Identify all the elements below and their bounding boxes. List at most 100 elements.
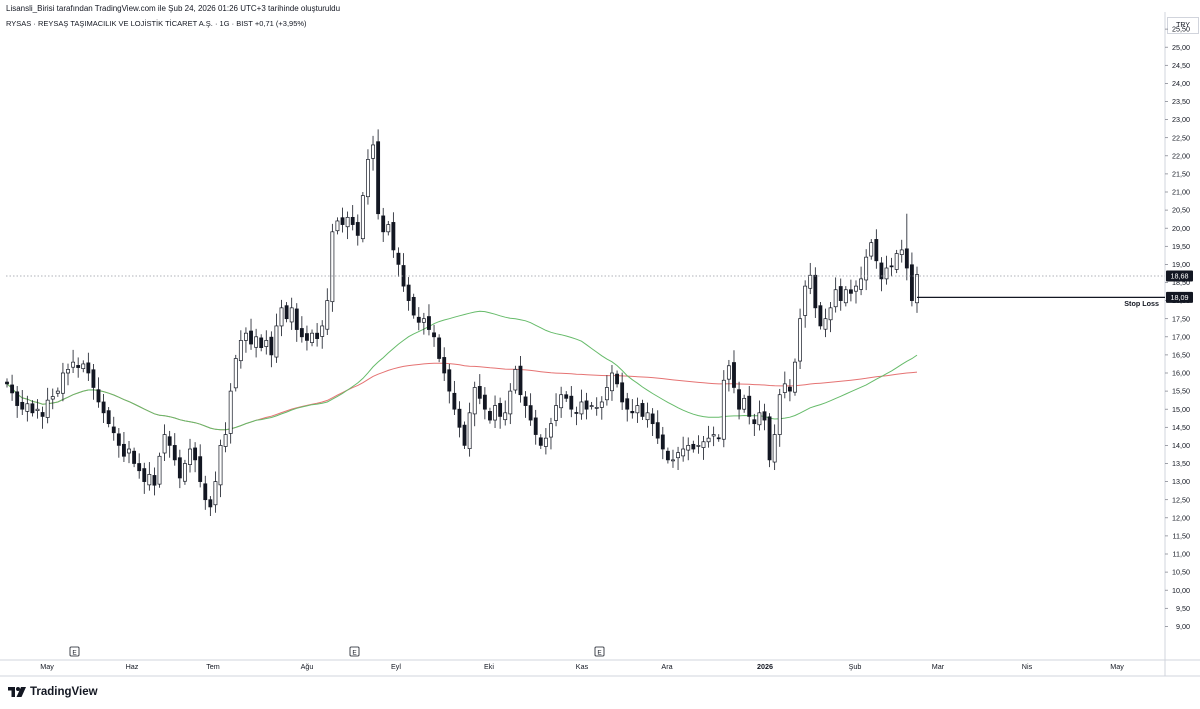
candle-body	[381, 215, 386, 233]
candle-body	[91, 369, 96, 388]
candle-body	[706, 437, 711, 443]
candle-body	[665, 450, 670, 461]
candle-body	[86, 362, 91, 374]
y-tick-label: 21,00	[1172, 188, 1190, 197]
candle-body	[198, 456, 203, 482]
candle-body	[482, 394, 487, 410]
y-tick-label: 18,50	[1172, 278, 1190, 287]
y-tick-label: 24,50	[1172, 61, 1190, 70]
earnings-marker-label: E	[72, 649, 77, 656]
candle-body	[442, 357, 447, 374]
y-tick-label: 12,50	[1172, 495, 1190, 504]
tradingview-logo-icon	[8, 687, 26, 697]
candle-body	[488, 411, 492, 421]
candle-body	[40, 412, 45, 417]
y-tick-label: 10,00	[1172, 586, 1190, 595]
candle-body	[915, 274, 919, 304]
candle-body	[76, 365, 81, 368]
candle-body	[320, 325, 325, 337]
candle-body	[569, 395, 574, 410]
candle-body	[782, 383, 787, 393]
y-tick-label: 15,50	[1172, 387, 1190, 396]
y-tick-label: 21,50	[1172, 170, 1190, 179]
candle-body	[472, 387, 477, 415]
candle-body	[177, 457, 182, 479]
candle-body	[45, 399, 50, 418]
candle-body	[696, 445, 701, 447]
candle-body	[284, 305, 289, 320]
y-tick-label: 13,50	[1172, 459, 1190, 468]
candle-body	[523, 396, 528, 406]
candle-body	[294, 308, 299, 330]
candle-body	[452, 392, 457, 410]
candle-body	[726, 365, 731, 380]
candle-body	[299, 328, 304, 338]
candle-body	[538, 437, 543, 446]
candle-body	[747, 395, 752, 417]
candle-body	[503, 412, 508, 421]
candle-body	[10, 384, 15, 394]
candle-body	[879, 262, 884, 280]
candle-body	[355, 222, 360, 236]
candle-body	[874, 239, 879, 262]
candle-body	[20, 401, 25, 410]
y-tick-label: 20,00	[1172, 224, 1190, 233]
candle-body	[676, 452, 680, 459]
candle-body	[147, 474, 152, 486]
candle-body	[310, 332, 314, 343]
x-tick-label: Tem	[206, 662, 220, 671]
candle-body	[579, 401, 584, 415]
candle-body	[574, 412, 579, 414]
y-tick-label: 14,50	[1172, 423, 1190, 432]
candle-body	[421, 318, 426, 323]
candle-body	[584, 400, 589, 410]
earnings-marker	[594, 646, 605, 657]
candle-body	[228, 390, 233, 434]
candle-body	[259, 337, 264, 349]
candle-body	[371, 144, 375, 159]
candle-body	[859, 278, 864, 290]
candle-body	[437, 337, 442, 359]
currency-label[interactable]: TRY	[1167, 17, 1199, 34]
candle-body	[884, 267, 889, 280]
x-tick-label: Haz	[126, 662, 139, 671]
y-tick-label: 14,00	[1172, 441, 1190, 450]
x-tick-label: Şub	[849, 662, 862, 671]
candle-body	[808, 274, 813, 289]
candle-body	[249, 330, 253, 345]
x-tick-label: Ara	[661, 662, 672, 671]
candle-body	[305, 333, 309, 341]
y-tick-label: 22,50	[1172, 133, 1190, 142]
candle-body	[635, 405, 640, 414]
candle-body	[167, 436, 172, 446]
candle-body	[132, 450, 137, 464]
candle-body	[655, 422, 660, 439]
candle-body	[55, 390, 60, 394]
candle-body	[188, 448, 192, 465]
candle-body	[528, 405, 533, 421]
y-tick-label: 17,50	[1172, 314, 1190, 323]
candle-body	[289, 307, 294, 323]
candle-body	[467, 412, 472, 450]
candle-body	[116, 433, 121, 446]
candle-body	[681, 448, 686, 457]
candle-body	[386, 224, 391, 233]
y-tick-label: 12,00	[1172, 513, 1190, 522]
candle-body	[71, 361, 76, 368]
candle-body	[823, 318, 828, 330]
candle-body	[864, 256, 869, 281]
candle-body	[244, 332, 248, 341]
candle-body	[315, 332, 320, 339]
candle-body	[493, 405, 497, 421]
candle-body	[101, 401, 106, 414]
y-tick-label: 23,50	[1172, 97, 1190, 106]
y-tick-label: 9,50	[1176, 604, 1190, 613]
earnings-marker-label: E	[352, 649, 357, 656]
candle-body	[803, 285, 808, 316]
candle-body	[909, 264, 914, 301]
y-tick-label: 16,50	[1172, 351, 1190, 360]
stop-loss-badge	[1166, 291, 1193, 303]
candle-body	[620, 382, 625, 403]
candle-body	[213, 481, 218, 506]
